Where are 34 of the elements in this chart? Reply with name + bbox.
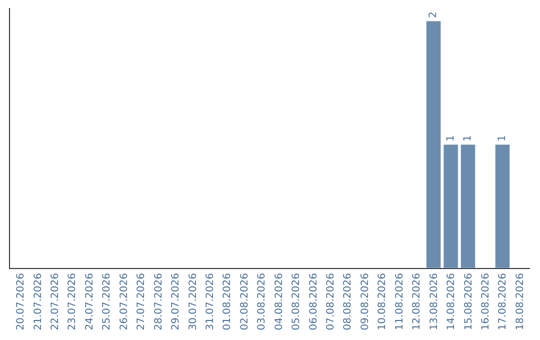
x-tick-label: 31.07.2026	[204, 273, 216, 330]
x-tick-label: 03.08.2026	[256, 273, 268, 330]
x-tick-label: 01.08.2026	[222, 273, 234, 330]
x-tick-label: 20.07.2026	[16, 273, 27, 330]
x-tick-label: 18.08.2026	[514, 273, 526, 330]
x-tick-label: 27.07.2026	[136, 273, 148, 330]
x-tick-label: 07.08.2026	[326, 273, 337, 330]
x-tick-label: 02.08.2026	[239, 273, 250, 330]
x-tick-label: 23.07.2026	[67, 273, 78, 330]
x-tick-label: 10.08.2026	[377, 273, 388, 330]
x-tick-label: 08.08.2026	[342, 273, 354, 330]
data-label: 2	[428, 12, 440, 18]
x-tick-label: 04.08.2026	[274, 273, 285, 330]
x-tick-label: 11.08.2026	[394, 273, 406, 330]
x-tick-label: 29.07.2026	[170, 273, 182, 330]
data-label: 1	[496, 135, 508, 142]
x-tick-label: 21.07.2026	[32, 273, 44, 330]
data-label: 1	[445, 135, 456, 142]
x-tick-label: 22.07.2026	[50, 273, 62, 330]
x-tick-label: 17.08.2026	[498, 273, 509, 330]
x-tick-label: 09.08.2026	[360, 273, 371, 330]
x-tick-label: 05.08.2026	[291, 273, 302, 330]
x-tick-label: 26.07.2026	[118, 273, 130, 330]
data-label: 1	[462, 135, 474, 142]
x-tick-label: 30.07.2026	[188, 273, 199, 330]
x-tick-label: 06.08.2026	[308, 273, 320, 330]
x-tick-label: 16.08.2026	[480, 273, 492, 330]
x-tick-label: 28.07.2026	[153, 273, 164, 330]
x-tick-label: 24.07.2026	[84, 273, 96, 330]
x-tick-label: 25.07.2026	[102, 273, 113, 330]
x-tick-label: 13.08.2026	[428, 273, 440, 330]
x-tick-label: 14.08.2026	[446, 273, 458, 330]
x-tick-label: 12.08.2026	[412, 273, 423, 330]
x-tick-label: 15.08.2026	[463, 273, 474, 330]
